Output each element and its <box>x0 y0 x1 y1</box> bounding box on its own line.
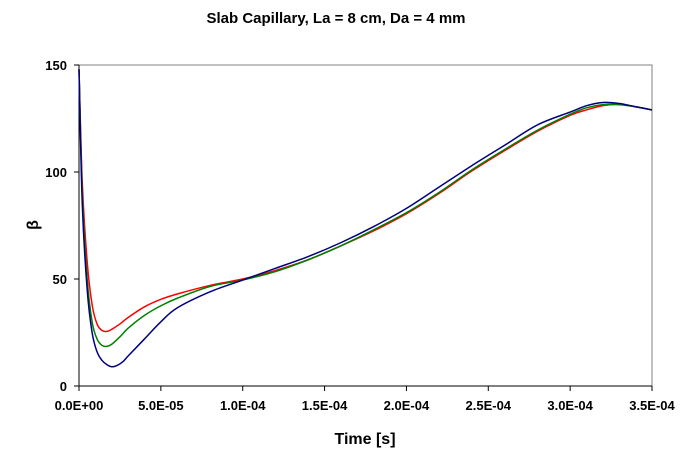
x-tick-label: 3.0E-04 <box>547 398 593 413</box>
plot-area <box>78 64 653 387</box>
series-line-3 <box>78 69 653 368</box>
x-tick-label: 3.5E-04 <box>629 398 675 413</box>
chart-title: Slab Capillary, La = 8 cm, Da = 4 mm <box>206 10 465 27</box>
x-axis-title: Time [s] <box>334 431 395 448</box>
x-tick-label: 1.0E-04 <box>220 398 266 413</box>
y-tick-label: 150 <box>45 58 67 73</box>
y-tick-label: 100 <box>45 165 67 180</box>
axis-ticks: 0.0E+00 5.0E-05 1.0E-04 1.5E-04 2.0E-04 2.5E-… <box>45 58 675 413</box>
x-tick-label: 2.0E-04 <box>384 398 430 413</box>
y-tick-label: 0 <box>60 379 67 394</box>
x-tick-label: 2.5E-04 <box>466 398 512 413</box>
series-group <box>78 69 653 368</box>
y-axis-title: β <box>25 220 42 230</box>
x-tick-label: 1.5E-04 <box>302 398 348 413</box>
x-tick-label: 5.0E-05 <box>138 398 184 413</box>
y-tick-label: 50 <box>53 272 67 287</box>
x-tick-label: 0.0E+00 <box>55 398 104 413</box>
